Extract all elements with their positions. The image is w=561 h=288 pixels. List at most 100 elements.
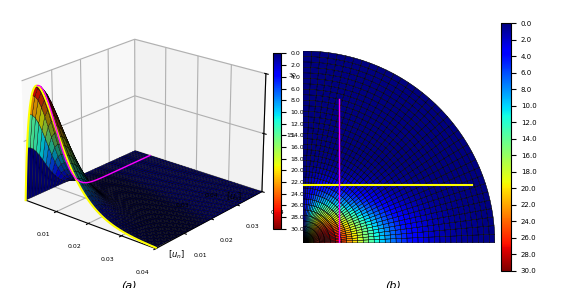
Polygon shape bbox=[320, 210, 324, 215]
Polygon shape bbox=[359, 107, 367, 114]
Polygon shape bbox=[324, 222, 329, 227]
Polygon shape bbox=[364, 203, 370, 209]
Polygon shape bbox=[348, 176, 354, 183]
Polygon shape bbox=[431, 212, 438, 219]
Polygon shape bbox=[370, 175, 377, 181]
Polygon shape bbox=[368, 117, 376, 125]
Polygon shape bbox=[377, 205, 384, 211]
Polygon shape bbox=[388, 110, 397, 119]
Polygon shape bbox=[318, 156, 323, 163]
Polygon shape bbox=[318, 129, 324, 135]
Polygon shape bbox=[449, 194, 456, 202]
Polygon shape bbox=[421, 197, 428, 204]
Polygon shape bbox=[356, 201, 362, 206]
Polygon shape bbox=[336, 241, 341, 243]
Polygon shape bbox=[375, 156, 383, 164]
Polygon shape bbox=[380, 178, 387, 185]
Polygon shape bbox=[319, 179, 323, 185]
Polygon shape bbox=[324, 187, 329, 194]
Polygon shape bbox=[434, 237, 440, 243]
Polygon shape bbox=[348, 163, 355, 170]
Polygon shape bbox=[356, 149, 364, 156]
Polygon shape bbox=[393, 114, 402, 123]
Polygon shape bbox=[454, 130, 463, 140]
Polygon shape bbox=[303, 133, 308, 139]
Polygon shape bbox=[374, 90, 384, 98]
Polygon shape bbox=[315, 228, 320, 232]
Polygon shape bbox=[325, 158, 330, 165]
Polygon shape bbox=[369, 201, 375, 206]
Polygon shape bbox=[339, 216, 345, 220]
Polygon shape bbox=[419, 191, 426, 198]
Polygon shape bbox=[405, 132, 414, 141]
Polygon shape bbox=[312, 195, 316, 200]
Polygon shape bbox=[315, 101, 322, 107]
Polygon shape bbox=[348, 170, 355, 176]
Polygon shape bbox=[397, 164, 405, 172]
Polygon shape bbox=[321, 102, 328, 108]
Polygon shape bbox=[320, 185, 324, 192]
Polygon shape bbox=[431, 155, 439, 164]
Polygon shape bbox=[316, 179, 320, 185]
Polygon shape bbox=[371, 222, 378, 227]
Polygon shape bbox=[309, 230, 313, 234]
Polygon shape bbox=[387, 178, 394, 185]
Polygon shape bbox=[361, 102, 370, 109]
Polygon shape bbox=[332, 132, 338, 139]
Polygon shape bbox=[303, 238, 306, 243]
Polygon shape bbox=[355, 141, 362, 149]
Polygon shape bbox=[371, 219, 377, 224]
Polygon shape bbox=[401, 234, 407, 238]
Polygon shape bbox=[314, 238, 319, 240]
Polygon shape bbox=[314, 240, 319, 242]
Polygon shape bbox=[314, 219, 318, 225]
Polygon shape bbox=[402, 114, 411, 123]
Polygon shape bbox=[316, 214, 320, 219]
Polygon shape bbox=[456, 199, 463, 207]
Polygon shape bbox=[344, 56, 354, 63]
Polygon shape bbox=[307, 235, 311, 239]
Polygon shape bbox=[338, 82, 347, 90]
Polygon shape bbox=[323, 130, 329, 136]
Polygon shape bbox=[417, 204, 425, 211]
Polygon shape bbox=[339, 183, 345, 190]
Polygon shape bbox=[394, 191, 402, 198]
Polygon shape bbox=[327, 188, 332, 194]
Polygon shape bbox=[341, 237, 347, 239]
Polygon shape bbox=[313, 123, 319, 129]
Polygon shape bbox=[462, 235, 467, 243]
Polygon shape bbox=[307, 237, 312, 240]
Polygon shape bbox=[461, 221, 467, 229]
Polygon shape bbox=[316, 167, 320, 173]
Polygon shape bbox=[399, 176, 407, 184]
Polygon shape bbox=[384, 227, 390, 232]
Polygon shape bbox=[436, 211, 443, 218]
Polygon shape bbox=[319, 239, 325, 240]
Polygon shape bbox=[356, 76, 365, 84]
Polygon shape bbox=[440, 140, 449, 149]
Polygon shape bbox=[303, 238, 306, 243]
Polygon shape bbox=[303, 177, 306, 183]
Polygon shape bbox=[438, 168, 446, 176]
Polygon shape bbox=[440, 149, 449, 158]
Polygon shape bbox=[378, 195, 385, 201]
Polygon shape bbox=[362, 127, 370, 134]
Polygon shape bbox=[342, 166, 348, 172]
Polygon shape bbox=[467, 152, 476, 162]
Polygon shape bbox=[467, 196, 474, 205]
Polygon shape bbox=[406, 83, 416, 92]
Polygon shape bbox=[347, 79, 356, 86]
Polygon shape bbox=[369, 181, 376, 188]
Polygon shape bbox=[342, 179, 348, 185]
Polygon shape bbox=[309, 240, 314, 242]
Polygon shape bbox=[312, 134, 318, 140]
Polygon shape bbox=[339, 229, 345, 233]
Polygon shape bbox=[325, 214, 329, 219]
Polygon shape bbox=[445, 202, 453, 210]
Polygon shape bbox=[316, 230, 321, 234]
Polygon shape bbox=[360, 132, 367, 139]
Polygon shape bbox=[440, 130, 449, 140]
Polygon shape bbox=[382, 202, 389, 208]
Polygon shape bbox=[303, 172, 306, 177]
Polygon shape bbox=[415, 111, 424, 120]
